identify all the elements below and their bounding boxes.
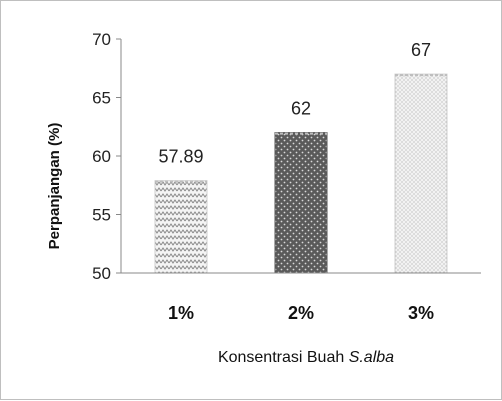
y-axis-title: Perpanjangan (%) [46,123,63,250]
bars-group: 57.89 62 67 [154,40,448,274]
y-tick-label: 65 [92,89,111,108]
x-axis-title: Konsentrasi Buah S.alba [218,349,394,366]
y-axis: 50 55 60 65 70 [92,30,122,283]
y-tick-label: 60 [92,147,111,166]
y-tick-label: 70 [92,30,111,49]
x-axis: 1% 2% 3% [121,272,481,323]
bar [274,132,328,274]
x-category-label: 3% [408,303,434,323]
data-label: 62 [291,99,311,119]
y-tick-label: 55 [92,206,111,225]
bar [394,73,448,274]
y-tick-label: 50 [92,264,111,283]
x-category-label: 2% [288,303,314,323]
x-category-label: 1% [168,303,194,323]
bar [154,180,208,274]
data-label: 67 [411,40,431,60]
data-label: 57.89 [158,147,203,167]
